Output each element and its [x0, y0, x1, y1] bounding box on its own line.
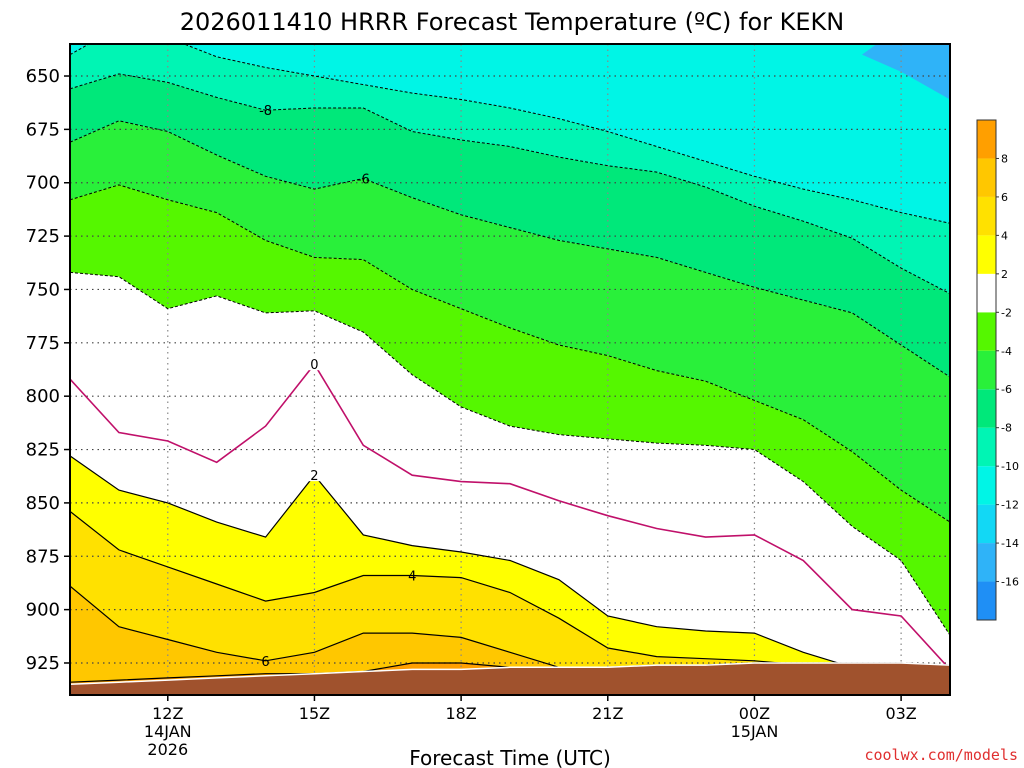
credit-text: coolwx.com/models: [864, 746, 1018, 764]
fill-band-0-to-2: [70, 364, 950, 670]
ground-fill: [70, 663, 950, 695]
colorbar-swatch-12: [977, 120, 996, 159]
colorbar-swatch-10: [977, 196, 996, 236]
isotherm-label-6: 6: [261, 655, 269, 670]
y-tick-label-775: 775: [26, 333, 60, 354]
isotherm-label--8: -8: [259, 104, 272, 119]
colorbar-swatch-4: [977, 427, 996, 467]
y-tick-label-875: 875: [26, 546, 60, 567]
isotherm--6: [70, 120, 950, 378]
colorbar-frame: [976, 119, 997, 621]
y-tick-label-925: 925: [26, 653, 60, 674]
fill-band-6-to-8: [70, 586, 950, 683]
y-tick-label-750: 750: [26, 279, 60, 300]
x-tick-label-21Z: 21Z: [592, 704, 623, 723]
colorbar-label-4: 4: [1001, 229, 1008, 242]
colorbar-label--10: -10: [1001, 460, 1019, 473]
colorbar-swatch-2: [977, 504, 996, 544]
x-tick-date-00Z: 15JAN: [731, 722, 779, 741]
fill-band--4-to--2: [70, 184, 950, 636]
colorbar-swatch-1: [977, 543, 996, 582]
colorbar-swatch-9: [977, 235, 996, 274]
isotherm-2: [70, 455, 950, 671]
colorbar-swatch-0: [977, 581, 996, 620]
colorbar-label--16: -16: [1001, 576, 1019, 589]
colorbar-label--14: -14: [1001, 537, 1019, 550]
x-tick-label-18Z: 18Z: [445, 704, 476, 723]
colorbar-label--2: -2: [1001, 306, 1012, 319]
fill-band--10-to--8: [70, 44, 950, 294]
y-tick-label-800: 800: [26, 386, 60, 407]
isotherm-0: [70, 362, 950, 670]
chart-title: 2026011410 HRRR Forecast Temperature (ºC…: [180, 8, 845, 36]
y-tick-label-675: 675: [26, 119, 60, 140]
fill-band-4-to-6: [70, 511, 950, 668]
isotherm-label-0: 0: [310, 358, 318, 373]
colorbar-label-6: 6: [1001, 191, 1008, 204]
y-tick-label-650: 650: [26, 66, 60, 87]
fill-band-2-to-4: [70, 455, 950, 670]
plot-frame: [69, 43, 951, 696]
temperature-fill-bands: [70, 44, 950, 695]
isotherm--8: [70, 73, 950, 295]
fill-band--6-to--4: [70, 120, 950, 523]
x-tick-label-12Z: 12Z: [152, 704, 183, 723]
isotherm-label-bg-2: [308, 467, 321, 482]
isotherm--2: [70, 271, 950, 636]
y-tick-label-900: 900: [26, 600, 60, 621]
y-axis: 650 675 700 725 750 775 800 825 850 875 900 925: [26, 66, 70, 674]
fill-band-coldest: [862, 44, 950, 100]
isotherm-label-4: 4: [408, 569, 416, 584]
surface-line: [70, 662, 950, 686]
isotherm-label-bg-0: [308, 356, 321, 371]
y-tick-label-825: 825: [26, 440, 60, 461]
x-tick-label-00Z: 00Z: [739, 704, 770, 723]
isotherm--4: [70, 184, 950, 523]
x-tick-label-15Z: 15Z: [299, 704, 330, 723]
ground-layer: [70, 662, 950, 695]
colorbar-label-2: 2: [1001, 268, 1008, 281]
fill-band--8-to--6: [70, 73, 950, 378]
plot-area: -8 -6 0 2 4 6: [70, 44, 950, 695]
colorbar-label--12: -12: [1001, 499, 1019, 512]
x-axis-label: Forecast Time (UTC): [409, 746, 611, 768]
isotherm-label--6: -6: [357, 172, 370, 187]
isotherm-labels: -8 -6 0 2 4 6: [259, 104, 416, 670]
colorbar-swatch-8: [977, 273, 996, 313]
y-tick-label-850: 850: [26, 493, 60, 514]
isotherm-label-2: 2: [310, 469, 318, 484]
colorbar-label-8: 8: [1001, 152, 1008, 165]
x-tick-date-12Z: 14JAN: [144, 722, 192, 741]
colorbar-swatch-7: [977, 312, 996, 351]
x-tick-year-12Z: 2026: [147, 740, 188, 759]
colorbar-swatch-11: [977, 158, 996, 197]
colorbar: -16 -14 -12 -10 -8 -6 -4 -2 2 4 6 8: [976, 119, 1019, 621]
colorbar-swatch-5: [977, 389, 996, 428]
fill-band-below--10: [70, 44, 950, 224]
colorbar-label--6: -6: [1001, 383, 1012, 396]
x-tick-label-03Z: 03Z: [885, 704, 916, 723]
colorbar-swatch-3: [977, 466, 996, 505]
colorbar-swatch-6: [977, 350, 996, 390]
fill-band--2-to-0: [70, 272, 950, 670]
y-tick-label-700: 700: [26, 173, 60, 194]
isotherm--10: [70, 44, 950, 224]
colorbar-label--8: -8: [1001, 422, 1012, 435]
colorbar-label--4: -4: [1001, 345, 1012, 358]
y-tick-label-725: 725: [26, 226, 60, 247]
